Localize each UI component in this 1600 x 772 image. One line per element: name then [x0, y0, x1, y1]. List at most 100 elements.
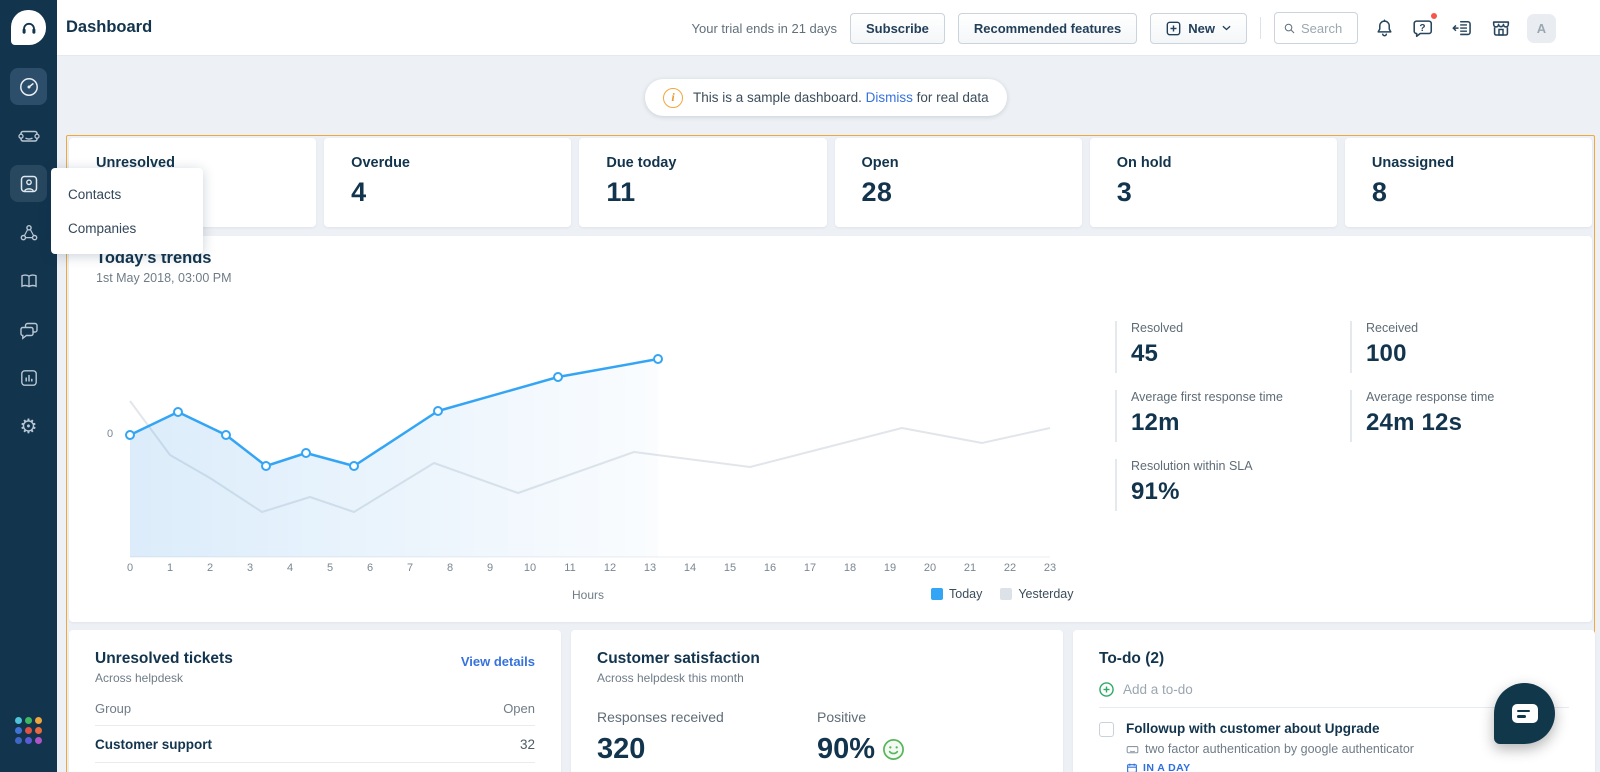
todo-due-badge: IN A DAY: [1126, 762, 1414, 772]
contacts-flyout-menu: Contacts Companies: [51, 168, 203, 254]
bell-icon: [1376, 19, 1392, 36]
calendar-icon: [1127, 763, 1137, 772]
x-tick-label: 21: [963, 562, 977, 574]
chat-bubbles-icon: [19, 322, 38, 340]
sidebar-item-admin[interactable]: ⚙: [10, 408, 47, 445]
trends-line-chart[interactable]: [124, 330, 1064, 580]
notifications-button[interactable]: [1371, 15, 1397, 41]
social-icon: [20, 224, 37, 240]
y-axis-tick: 0: [107, 428, 114, 440]
ticket-stats-row: Unresolved Overdue 4 Due today 11 Open 2…: [69, 138, 1593, 227]
data-point-marker: [301, 448, 311, 458]
sidebar-item-forums[interactable]: [10, 311, 47, 348]
sample-data-highlight-border: [66, 135, 1595, 772]
svg-text:?: ?: [1419, 23, 1425, 34]
legend-swatch-today: [931, 588, 943, 600]
store-icon: [1492, 21, 1510, 36]
todo-checkbox[interactable]: [1099, 722, 1114, 737]
message-icon: [1511, 704, 1538, 723]
trial-countdown: Your trial ends in 21 days: [691, 20, 838, 36]
x-tick-label: 12: [603, 562, 617, 574]
sidebar-item-dashboard[interactable]: [10, 68, 47, 105]
page-title: Dashboard: [66, 18, 153, 36]
info-icon: i: [663, 87, 683, 108]
data-point-marker: [349, 461, 359, 471]
metric-responses-received: Responses received 320: [597, 709, 724, 765]
banner-text: This is a sample dashboard. Dismiss for …: [693, 90, 989, 105]
sidebar-item-analytics[interactable]: [10, 359, 47, 396]
todo-item[interactable]: Followup with customer about Upgrade two…: [1099, 721, 1569, 772]
ticket-icon: [17, 130, 40, 142]
sidebar-item-contacts[interactable]: [10, 165, 47, 202]
table-row[interactable]: Customer support 32: [95, 726, 535, 763]
add-todo-input[interactable]: Add a to-do: [1099, 682, 1569, 708]
marketplace-button[interactable]: [1488, 15, 1514, 41]
view-details-link[interactable]: View details: [460, 654, 535, 669]
chat-launcher[interactable]: [1494, 683, 1555, 744]
plus-square-icon: [1166, 21, 1181, 35]
x-tick-label: 22: [1003, 562, 1017, 574]
stat-card-unassigned[interactable]: Unassigned 8: [1344, 138, 1593, 227]
x-tick-label: 6: [366, 562, 374, 574]
search-box[interactable]: [1274, 12, 1358, 44]
dismiss-link[interactable]: Dismiss: [865, 90, 913, 105]
stat-card-on-hold[interactable]: On hold 3: [1089, 138, 1337, 227]
recommended-features-button[interactable]: Recommended features: [957, 12, 1138, 44]
bar-chart-icon: [20, 369, 37, 386]
data-point-marker: [125, 430, 135, 440]
today-area-fill: [130, 359, 658, 557]
x-tick-label: 16: [763, 562, 777, 574]
help-button[interactable]: ?: [1410, 12, 1438, 41]
x-axis-label: Hours: [571, 588, 604, 602]
todo-title: Followup with customer about Upgrade: [1126, 721, 1380, 736]
x-tick-label: 5: [326, 562, 334, 574]
freshdesk-logo[interactable]: [11, 10, 46, 45]
legend-swatch-yesterday: [1000, 588, 1013, 600]
x-tick-label: 3: [246, 562, 254, 574]
x-tick-label: 11: [564, 562, 576, 574]
flyout-item-companies[interactable]: Companies: [68, 220, 137, 236]
stat-card-overdue[interactable]: Overdue 4: [324, 138, 572, 227]
search-input[interactable]: [1301, 20, 1348, 36]
new-button[interactable]: New: [1150, 12, 1247, 44]
sidebar-item-solutions[interactable]: [10, 262, 47, 299]
legend-item-yesterday[interactable]: Yesterday: [1000, 587, 1074, 601]
chevron-down-icon: [1222, 25, 1231, 31]
trends-timestamp: 1st May 2018, 03:00 PM: [96, 271, 232, 285]
sidebar-item-social[interactable]: [10, 214, 47, 251]
app-switcher-grid-icon[interactable]: [15, 717, 42, 744]
flyout-item-contacts[interactable]: Contacts: [68, 186, 122, 202]
x-tick-label: 19: [883, 562, 897, 574]
headset-icon: [22, 22, 35, 34]
table-header: Group Open: [95, 701, 535, 726]
chart-legend: Today Yesterday: [931, 587, 1074, 601]
data-point-marker: [221, 430, 231, 440]
card-title: Unresolved tickets: [95, 650, 233, 667]
sidebar: ⚙: [0, 0, 57, 772]
x-tick-label: 4: [286, 562, 294, 574]
x-tick-label: 8: [446, 562, 454, 574]
stat-card-due-today[interactable]: Due today 11: [579, 138, 827, 227]
x-tick-label: 13: [643, 562, 657, 574]
smiley-positive-icon: [883, 739, 904, 760]
x-tick-label: 10: [523, 562, 537, 574]
metric-resolved: Resolved 45: [1115, 321, 1334, 373]
data-point-marker: [553, 372, 563, 382]
subscribe-button[interactable]: Subscribe: [850, 12, 945, 44]
x-tick-label: 17: [803, 562, 817, 574]
card-subtitle: Across helpdesk this month: [597, 671, 744, 685]
legend-item-today[interactable]: Today: [931, 587, 982, 601]
stack-arrow-icon: [1452, 20, 1471, 36]
whats-new-button[interactable]: [1449, 15, 1475, 41]
sidebar-item-tickets[interactable]: [10, 117, 47, 154]
card-title: To-do (2): [1099, 650, 1165, 667]
book-icon: [20, 273, 37, 287]
group-name: Customer support: [95, 737, 213, 752]
ticket-mini-icon: [1126, 745, 1139, 753]
metric-avg-first-response: Average first response time 12m: [1115, 390, 1334, 442]
avatar[interactable]: A: [1527, 13, 1556, 43]
contact-icon: [20, 175, 37, 192]
add-todo-placeholder: Add a to-do: [1123, 682, 1193, 697]
gear-icon: ⚙: [19, 415, 38, 438]
stat-card-open[interactable]: Open 28: [834, 138, 1082, 227]
